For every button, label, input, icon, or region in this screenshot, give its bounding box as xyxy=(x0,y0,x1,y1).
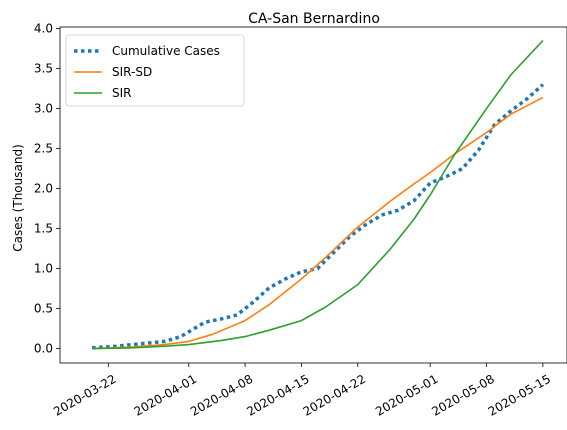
x-tick-label: 2020-04-08 xyxy=(188,372,255,419)
y-axis-label: Cases (Thousand) xyxy=(11,144,25,252)
y-axis-ticks: 0.0 0.5 1.0 1.5 2.0 2.5 3.0 3.5 4.0 xyxy=(34,22,60,356)
chart-title: CA-San Bernardino xyxy=(248,11,380,27)
x-tick-label: 2020-04-15 xyxy=(244,372,311,419)
legend-label: SIR-SD xyxy=(112,65,152,79)
legend-label: Cumulative Cases xyxy=(112,44,220,58)
y-tick-label: 2.5 xyxy=(34,142,53,156)
x-tick-label: 2020-04-01 xyxy=(132,372,199,419)
x-tick-label: 2020-05-15 xyxy=(486,372,553,419)
x-tick-label: 2020-03-22 xyxy=(51,372,118,419)
y-tick-label: 0.0 xyxy=(34,342,53,356)
y-tick-label: 1.0 xyxy=(34,262,53,276)
legend: Cumulative Cases SIR-SD SIR xyxy=(66,35,244,106)
y-tick-label: 3.0 xyxy=(34,102,53,116)
x-tick-label: 2020-04-22 xyxy=(301,372,368,419)
legend-label: SIR xyxy=(112,86,132,100)
y-tick-label: 0.5 xyxy=(34,302,53,316)
x-tick-label: 2020-05-08 xyxy=(429,372,496,419)
y-tick-label: 4.0 xyxy=(34,22,53,36)
y-tick-label: 1.5 xyxy=(34,222,53,236)
x-axis-ticks: 2020-03-22 2020-04-012020-04-082020-04-15… xyxy=(51,363,553,419)
y-tick-label: 2.0 xyxy=(34,182,53,196)
x-tick-label: 2020-05-01 xyxy=(373,372,440,419)
y-tick-label: 3.5 xyxy=(34,62,53,76)
